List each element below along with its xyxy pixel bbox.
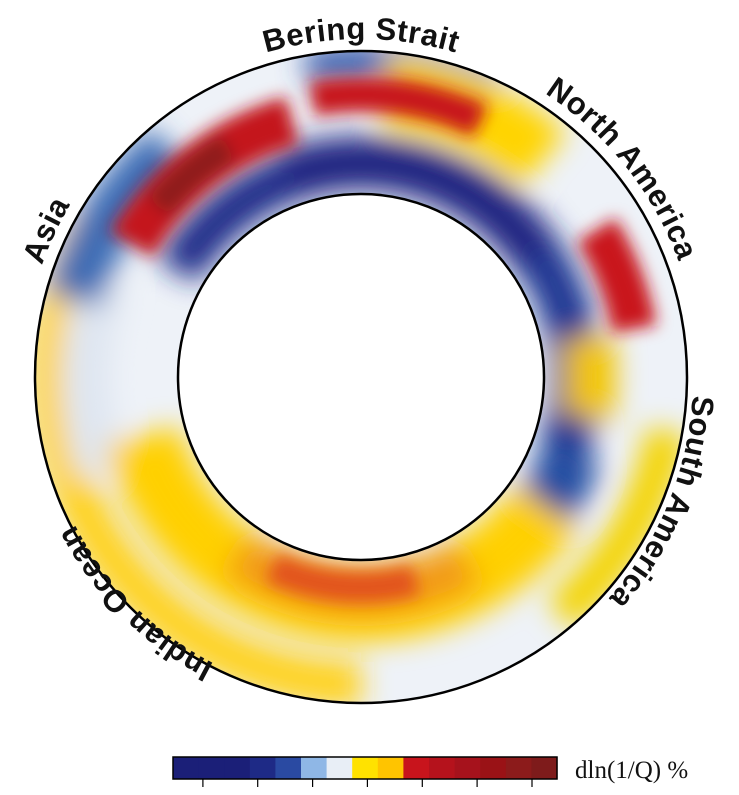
colorbar-cell xyxy=(531,757,558,779)
colorbar-cell xyxy=(173,757,200,779)
colorbar-cells xyxy=(173,757,558,779)
anomaly-red-patch-east xyxy=(577,218,657,333)
colorbar-cell xyxy=(505,757,532,779)
strong-anomalies xyxy=(109,77,657,602)
anomaly-blue-belt-north xyxy=(278,137,569,283)
colorbar-cell xyxy=(198,757,225,779)
anomaly-blue-belt-west xyxy=(157,150,313,283)
colorbar-cell xyxy=(326,757,353,779)
colorbar-cell xyxy=(301,757,328,779)
colorbar-cell xyxy=(352,757,379,779)
colorbar-cell xyxy=(480,757,507,779)
colorbar-cell xyxy=(224,757,251,779)
colorbar-cell xyxy=(377,757,404,779)
colorbar-cell xyxy=(249,757,276,779)
colorbar-cell xyxy=(454,757,481,779)
colorbar: dln(1/Q) % xyxy=(172,756,688,787)
anomaly-orange-core-south xyxy=(265,553,420,602)
anomaly-yellow-east-fringe xyxy=(562,332,616,422)
anomaly-red-arc-north xyxy=(308,77,488,137)
colorbar-cell xyxy=(275,757,302,779)
anomaly-yellow-patch-east xyxy=(547,427,686,630)
anomaly-pale-patch-west xyxy=(60,274,127,480)
outer-boundary xyxy=(33,49,689,705)
anomaly-outer-yellow-band xyxy=(35,212,361,703)
colorbar-label: dln(1/Q) % xyxy=(575,757,688,784)
core-boundary xyxy=(176,192,546,562)
colorbar-cell xyxy=(429,757,456,779)
colorbar-frame xyxy=(172,756,558,780)
colorbar-ticks xyxy=(202,779,533,787)
anomaly-blue-outer-west xyxy=(47,128,188,308)
anomaly-dark-red-core xyxy=(146,134,236,217)
colorbar-cell xyxy=(403,757,430,779)
